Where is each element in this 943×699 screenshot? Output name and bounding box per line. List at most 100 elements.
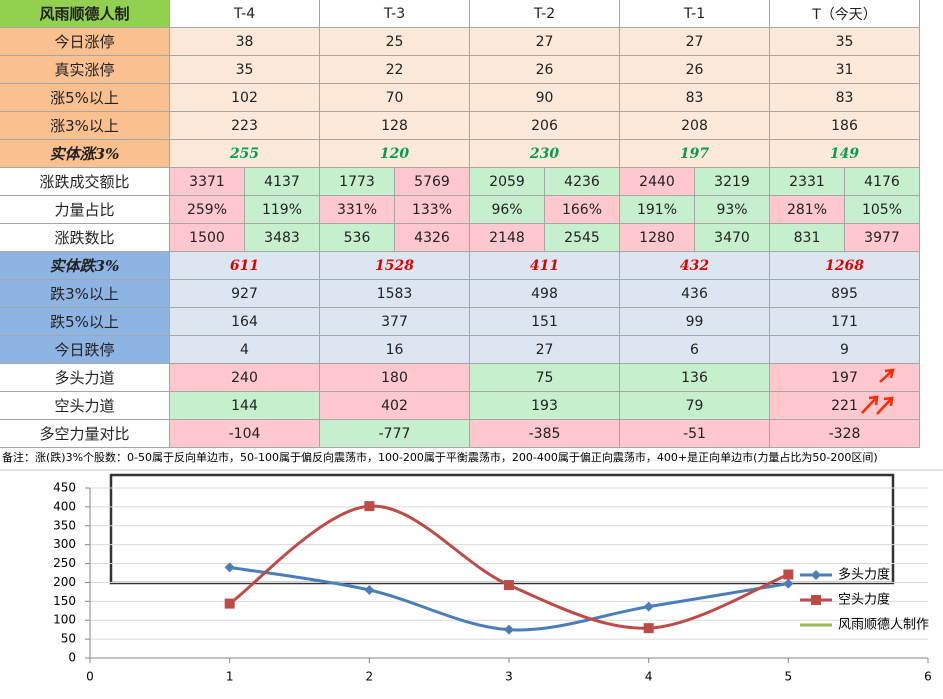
data-cell: 31	[770, 56, 920, 84]
y-tick-label: 300	[53, 537, 76, 551]
note: 备注：涨(跌)3%个股数：0-50属于反向单边市，50-100属于偏反向震荡市，…	[2, 451, 878, 464]
data-cell: 193	[470, 392, 620, 420]
split-cell: 3219	[695, 168, 770, 196]
data-cell: 22	[320, 56, 470, 84]
row-label: 力量占比	[0, 196, 170, 224]
data-cell: 83	[770, 84, 920, 112]
split-cell: 2059	[470, 168, 545, 196]
point	[224, 562, 235, 573]
data-cell: 197	[620, 140, 770, 168]
series-line	[229, 565, 789, 632]
row-label: 今日跌停	[0, 336, 170, 364]
data-cell: -51	[620, 420, 770, 448]
data-cell: 186	[770, 112, 920, 140]
data-cell: 151	[470, 308, 620, 336]
data-cell: 26	[620, 56, 770, 84]
data-cell: 223	[170, 112, 320, 140]
row-label: 今日涨停	[0, 28, 170, 56]
split-cell: 2545	[545, 224, 620, 252]
data-cell: 120	[320, 140, 470, 168]
header-cell: T（今天）	[770, 0, 920, 28]
x-tick-label: 3	[505, 670, 513, 684]
data-cell: 1583	[320, 280, 470, 308]
y-tick-label: 200	[53, 575, 76, 589]
data-cell: 79	[620, 392, 770, 420]
data-cell: 136	[620, 364, 770, 392]
row-label: 涨5%以上	[0, 84, 170, 112]
point	[504, 580, 514, 591]
data-cell: 144	[170, 392, 320, 420]
split-cell: 3371	[170, 168, 245, 196]
data-cell: 102	[170, 84, 320, 112]
split-cell: 5769	[395, 168, 470, 196]
data-cell: 895	[770, 280, 920, 308]
data-cell: 221	[770, 392, 920, 420]
split-cell: 4137	[245, 168, 320, 196]
data-cell: 171	[770, 308, 920, 336]
x-tick-label: 2	[366, 670, 374, 684]
point	[364, 585, 375, 595]
data-cell: 432	[620, 252, 770, 280]
data-cell: 99	[620, 308, 770, 336]
x-tick-label: 1	[226, 670, 234, 684]
row-label: 涨跌成交额比	[0, 168, 170, 196]
data-cell: 83	[620, 84, 770, 112]
header-cell: T-3	[320, 0, 470, 28]
split-cell: 166%	[545, 196, 620, 224]
split-cell: 1773	[320, 168, 395, 196]
data-cell: 402	[320, 392, 470, 420]
data-cell: 1528	[320, 252, 470, 280]
row-label: 空头力道	[0, 392, 170, 420]
x-tick-label: 5	[785, 670, 793, 684]
y-tick-label: 450	[53, 481, 76, 495]
data-cell: 90	[470, 84, 620, 112]
split-cell: 133%	[395, 196, 470, 224]
data-cell: 206	[470, 112, 620, 140]
split-cell: 3977	[845, 224, 920, 252]
split-cell: 1500	[170, 224, 245, 252]
data-cell: -328	[770, 420, 920, 448]
header-cell: T-4	[170, 0, 320, 28]
series-line	[228, 504, 789, 630]
row-label: 多空力量对比	[0, 420, 170, 448]
row-label: 跌3%以上	[0, 280, 170, 308]
split-cell: 2148	[470, 224, 545, 252]
data-cell: 16	[320, 336, 470, 364]
data-cell: 9	[770, 336, 920, 364]
data-cell: 27	[470, 28, 620, 56]
point	[364, 501, 375, 512]
x-tick-label: 6	[924, 670, 932, 684]
x-tick-label: 0	[86, 670, 94, 684]
data-cell: 4	[170, 336, 320, 364]
data-cell: 27	[620, 28, 770, 56]
data-cell: 498	[470, 280, 620, 308]
highlight-box	[109, 473, 895, 585]
data-cell: -777	[320, 420, 470, 448]
data-cell: 35	[170, 56, 320, 84]
split-cell: 2331	[770, 168, 845, 196]
split-cell: 259%	[170, 196, 245, 224]
split-cell: 119%	[245, 196, 320, 224]
split-cell: 105%	[845, 196, 920, 224]
data-cell: 38	[170, 28, 320, 56]
data-cell: 255	[170, 140, 320, 168]
split-cell: 4176	[845, 168, 920, 196]
row-label: 实体涨3%	[0, 140, 170, 168]
legend-marker	[811, 595, 821, 605]
data-cell: 25	[320, 28, 470, 56]
legend-label: 多头力度	[838, 567, 890, 583]
legend-label: 空头力度	[838, 592, 890, 608]
header-cell: T-1	[620, 0, 770, 28]
split-cell: 96%	[470, 196, 545, 224]
row-label: 涨3%以上	[0, 112, 170, 140]
data-cell: 70	[320, 84, 470, 112]
data-cell: 611	[170, 252, 320, 280]
data-cell: 75	[470, 364, 620, 392]
data-cell: 35	[770, 28, 920, 56]
data-cell: 149	[770, 140, 920, 168]
data-cell: 6	[620, 336, 770, 364]
split-cell: 1280	[620, 224, 695, 252]
split-cell: 4236	[545, 168, 620, 196]
data-cell: 26	[470, 56, 620, 84]
